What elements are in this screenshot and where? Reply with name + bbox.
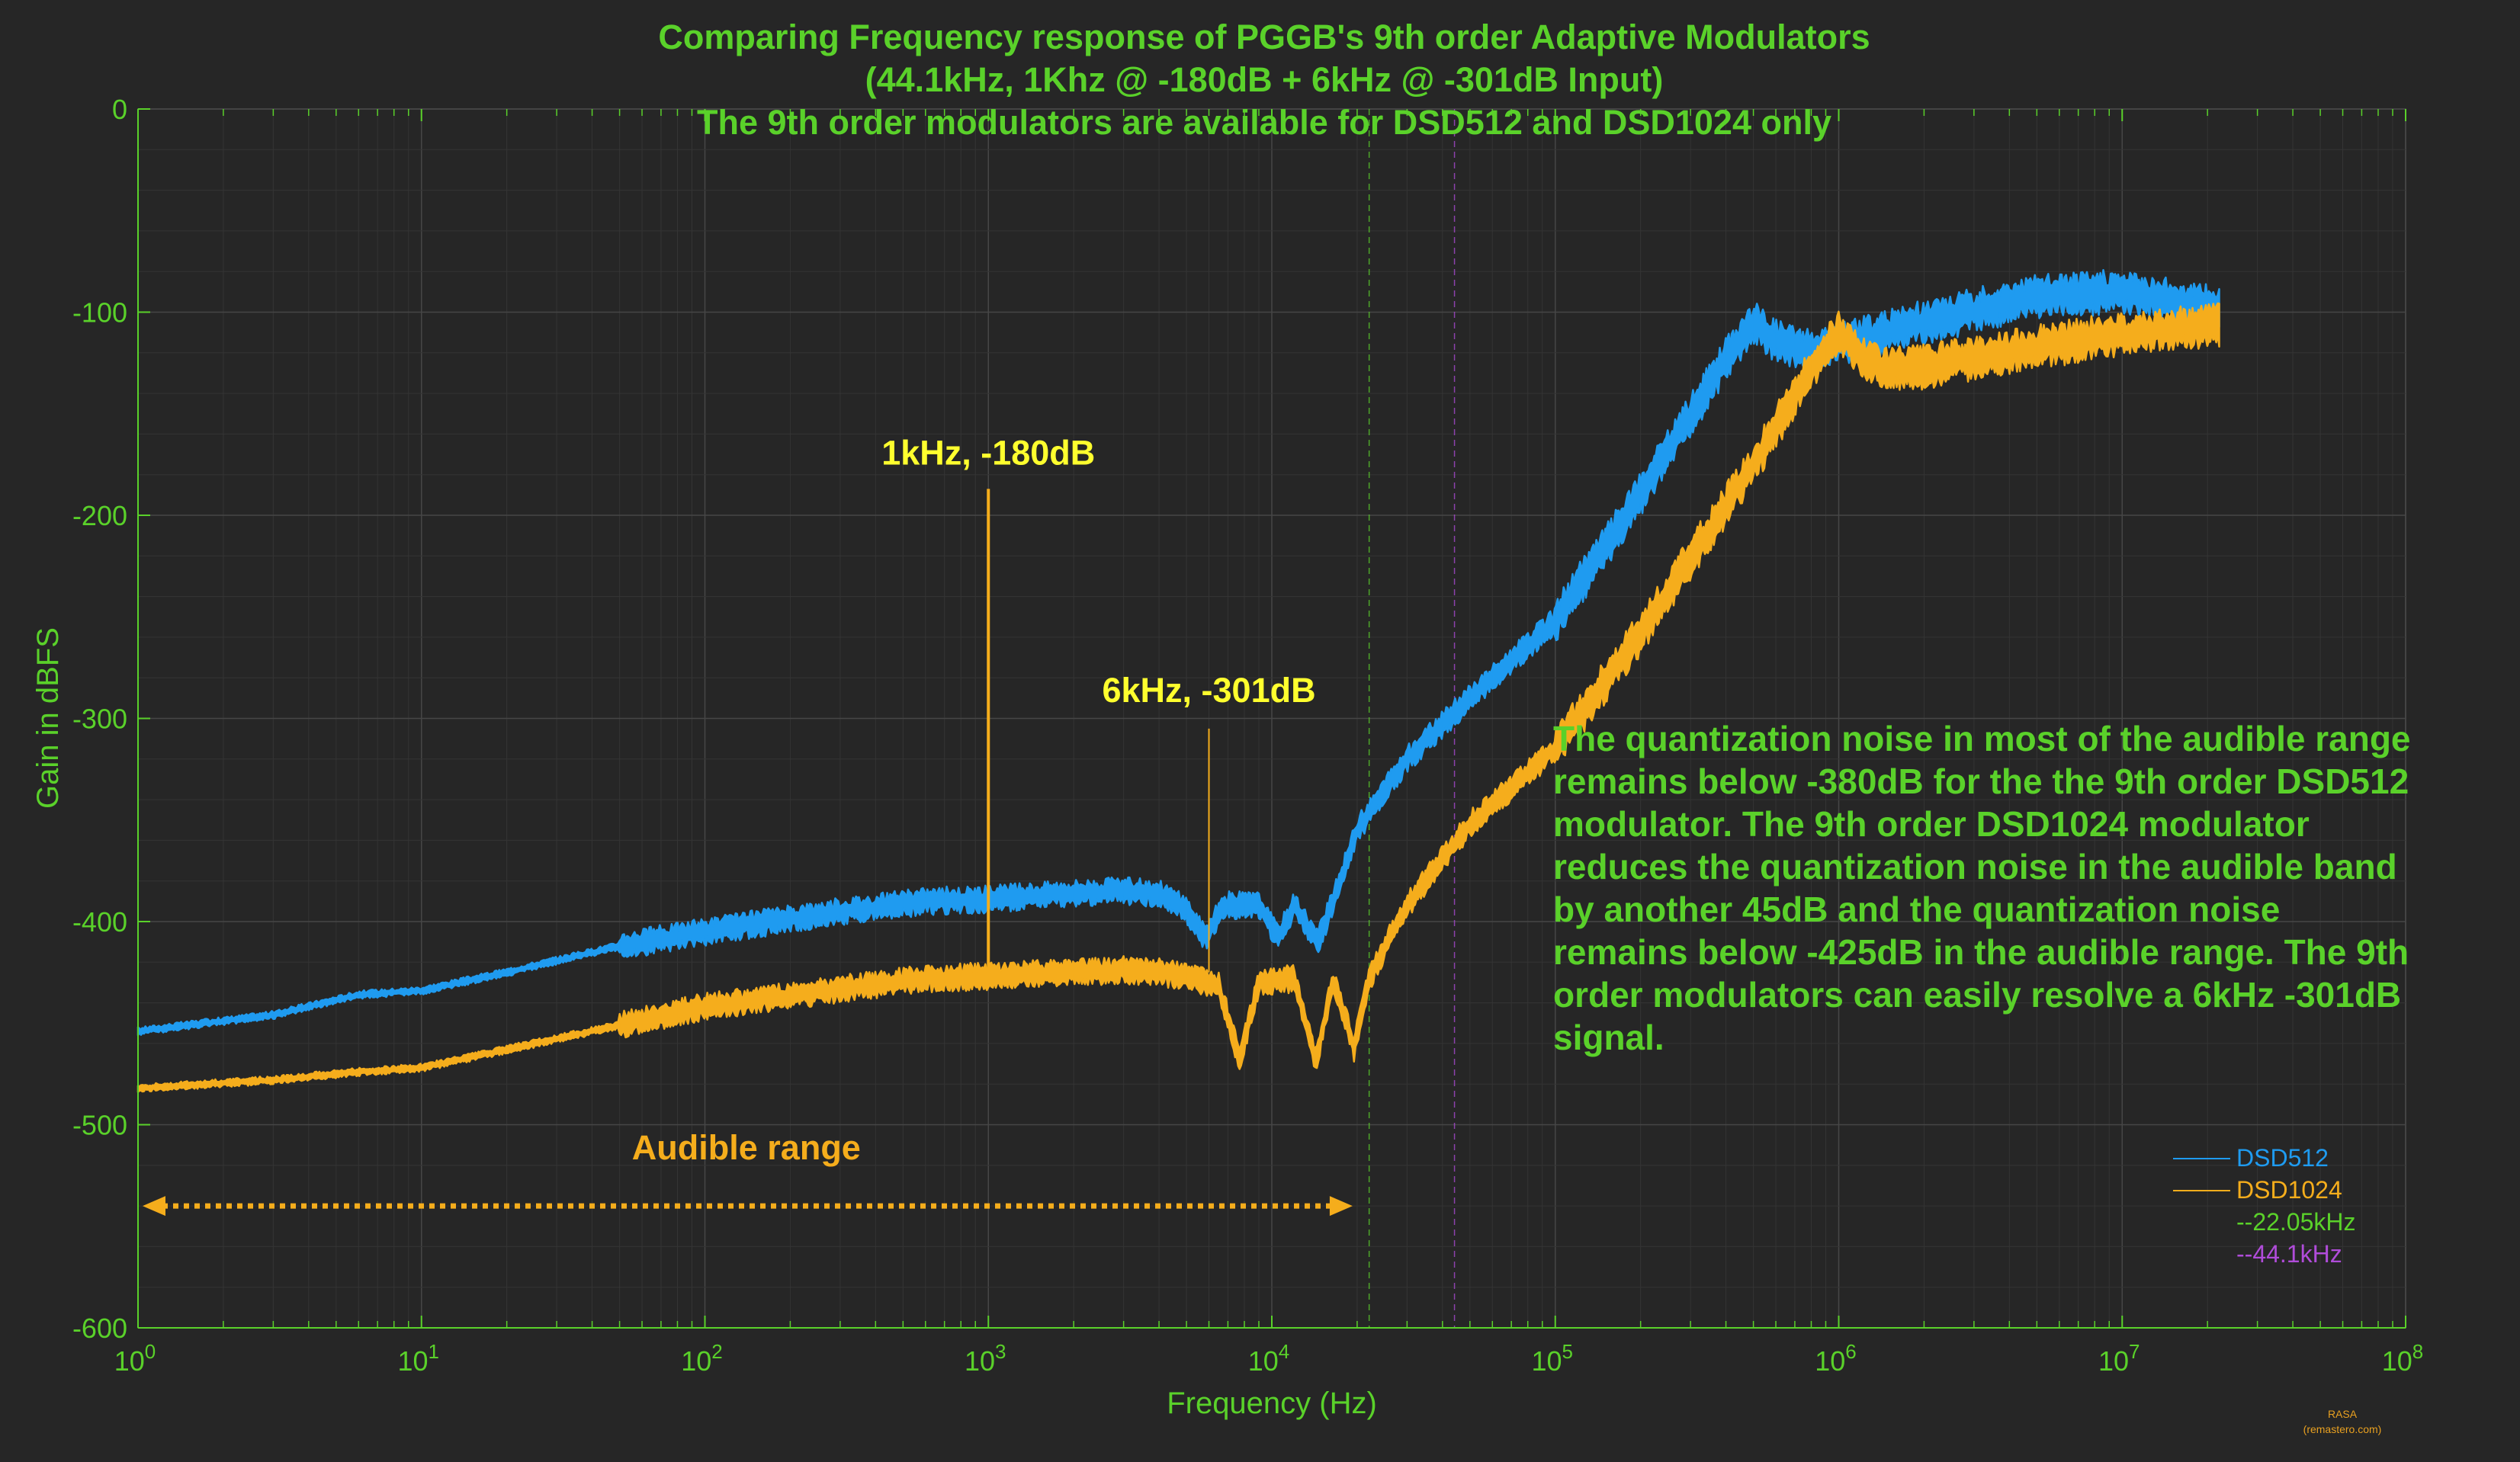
legend: DSD512 DSD1024 --22.05kHz --44.1kHz (2173, 1144, 2356, 1268)
grid (137, 108, 2406, 1329)
audible-range-arrowhead-left (143, 1196, 165, 1217)
audible-range-arrowhead-right (1329, 1196, 1353, 1217)
x-tick-label: 108 (2382, 1340, 2424, 1377)
annotations: 1kHz, -180dB 6kHz, -301dB Audible range (632, 433, 1316, 1166)
x-tick-exponent: 2 (711, 1340, 722, 1363)
series-dsd1024 (136, 302, 2220, 1094)
note-line-2: remains below -380dB for the the 9th ord… (1553, 761, 2409, 801)
annotation-3: Audible range (632, 1128, 861, 1167)
x-tick-exponent: 6 (1845, 1340, 1856, 1363)
x-tick-base: 10 (1248, 1345, 1279, 1377)
y-tick-label: -500 (72, 1110, 127, 1141)
note-line-4: reduces the quantization noise in the au… (1553, 847, 2397, 886)
x-tick-label: 103 (965, 1340, 1006, 1377)
y-tick-label: -400 (72, 906, 127, 938)
y-tick-label: -300 (72, 704, 127, 735)
note-line-5: by another 45dB and the quantization noi… (1553, 890, 2280, 929)
x-tick-base: 10 (114, 1345, 145, 1377)
x-tick-exponent: 0 (145, 1340, 156, 1363)
annotation-1: 1kHz, -180dB (881, 433, 1095, 472)
x-tick-base: 10 (2098, 1345, 2129, 1377)
annotation-2: 6kHz, -301dB (1102, 671, 1315, 710)
note-line-7: order modulators can easily resolve a 6k… (1553, 975, 2401, 1015)
x-tick-label: 105 (1531, 1340, 1573, 1377)
x-tick-base: 10 (681, 1345, 711, 1377)
title-line-3: The 9th order modulators are available f… (697, 103, 1831, 142)
title-line-2: (44.1kHz, 1Khz @ -180dB + 6kHz @ -301dB … (865, 60, 1664, 99)
x-tick-base: 10 (965, 1345, 995, 1377)
x-tick-exponent: 3 (995, 1340, 1006, 1363)
note-line-6: remains below -425dB in the audible rang… (1553, 932, 2409, 972)
x-ticks: 100 101 102 103 104 105 106 107 108 (114, 109, 2424, 1377)
credit-line-1: RASA (2328, 1408, 2358, 1420)
x-tick-base: 10 (397, 1345, 428, 1377)
x-tick-base: 10 (2382, 1345, 2412, 1377)
x-tick-label: 104 (1248, 1340, 1290, 1377)
y-axis-label: Gain in dBFS (31, 627, 65, 809)
note-line-3: modulator. The 9th order DSD1024 modulat… (1553, 804, 2310, 844)
explanation-note: The quantization noise in most of the au… (1553, 719, 2411, 1057)
x-tick-exponent: 1 (429, 1340, 439, 1363)
legend-label-3: --22.05kHz (2236, 1208, 2356, 1236)
series-layer (136, 269, 2220, 1094)
legend-label-2: DSD1024 (2236, 1176, 2342, 1204)
credit: RASA (remastero.com) (2303, 1408, 2382, 1435)
x-tick-label: 107 (2098, 1340, 2140, 1377)
x-tick-exponent: 7 (2129, 1340, 2140, 1363)
signal-spikes (987, 489, 1210, 983)
x-tick-label: 100 (114, 1340, 156, 1377)
x-axis-label: Frequency (Hz) (1167, 1387, 1377, 1420)
y-ticks: 0 -100 -200 -300 -400 -500 -600 (72, 94, 150, 1344)
audible-range-arrow (143, 1196, 1353, 1217)
legend-label-4: --44.1kHz (2236, 1240, 2342, 1268)
x-tick-label: 102 (681, 1340, 723, 1377)
x-tick-base: 10 (1531, 1345, 1562, 1377)
x-tick-exponent: 4 (1279, 1340, 1289, 1363)
y-tick-label: -100 (72, 297, 127, 329)
chart-title: Comparing Frequency response of PGGB's 9… (658, 18, 1870, 142)
x-tick-label: 101 (397, 1340, 439, 1377)
y-tick-label: -600 (72, 1313, 127, 1344)
legend-label-1: DSD512 (2236, 1144, 2329, 1172)
note-line-8: signal. (1553, 1018, 1664, 1057)
y-tick-label: 0 (112, 94, 127, 125)
title-line-1: Comparing Frequency response of PGGB's 9… (658, 18, 1870, 56)
note-line-1: The quantization noise in most of the au… (1553, 719, 2411, 758)
x-tick-label: 106 (1815, 1340, 1857, 1377)
x-tick-exponent: 8 (2412, 1340, 2423, 1363)
x-tick-base: 10 (1815, 1345, 1845, 1377)
y-tick-label: -200 (72, 500, 127, 531)
credit-line-2: (remastero.com) (2303, 1423, 2382, 1435)
x-tick-exponent: 5 (1562, 1340, 1573, 1363)
